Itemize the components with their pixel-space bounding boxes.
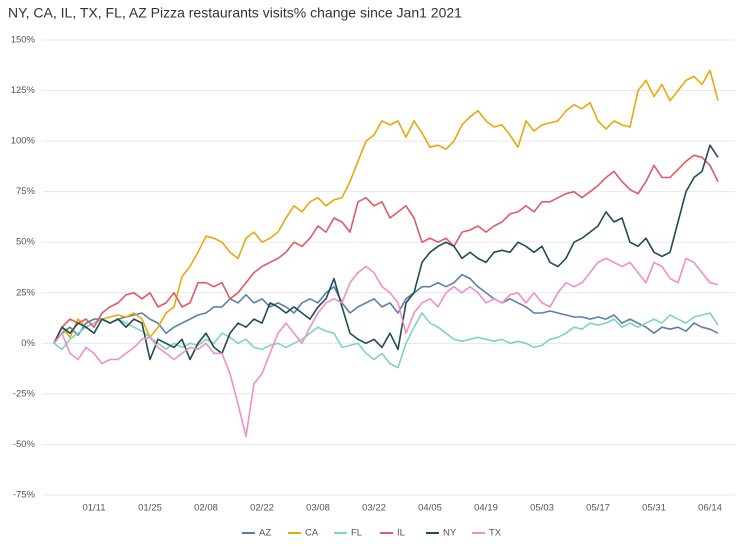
x-tick-label: 04/05 (418, 503, 442, 514)
legend-label: TX (489, 528, 502, 539)
y-tick-label: 100% (11, 136, 36, 147)
y-tick-label: 0% (21, 338, 35, 349)
legend-label: AZ (259, 528, 271, 539)
y-tick-label: -25% (13, 388, 36, 399)
series-line (53, 144, 719, 361)
x-tick-label: 02/22 (250, 503, 274, 514)
y-tick-label: 50% (16, 237, 36, 248)
x-tick-label: 04/19 (474, 503, 498, 514)
x-tick-label: 03/22 (362, 503, 386, 514)
chart-title: NY, CA, IL, TX, FL, AZ Pizza restaurants… (8, 5, 462, 21)
x-tick-label: 01/25 (138, 503, 162, 514)
x-tick-label: 05/31 (642, 503, 666, 514)
y-tick-label: 125% (11, 85, 36, 96)
x-tick-label: 01/11 (82, 503, 105, 514)
y-tick-label: -50% (13, 439, 36, 450)
y-tick-label: 150% (11, 35, 36, 46)
y-tick-label: 75% (16, 186, 36, 197)
legend-label: FL (351, 528, 362, 539)
legend-label: CA (305, 528, 319, 539)
x-tick-label: 06/14 (698, 503, 722, 514)
x-tick-label: 03/08 (306, 503, 330, 514)
y-tick-label: 25% (16, 287, 36, 298)
legend-label: NY (443, 528, 457, 539)
x-tick-label: 02/08 (194, 503, 218, 514)
x-tick-label: 05/17 (586, 503, 610, 514)
legend-label: IL (397, 528, 405, 539)
y-tick-label: -75% (13, 490, 36, 501)
series-line (53, 154, 719, 344)
series-line (53, 69, 719, 344)
series-line (53, 273, 719, 344)
series-line (53, 257, 719, 438)
series-line (53, 312, 719, 369)
x-tick-label: 05/03 (530, 503, 554, 514)
